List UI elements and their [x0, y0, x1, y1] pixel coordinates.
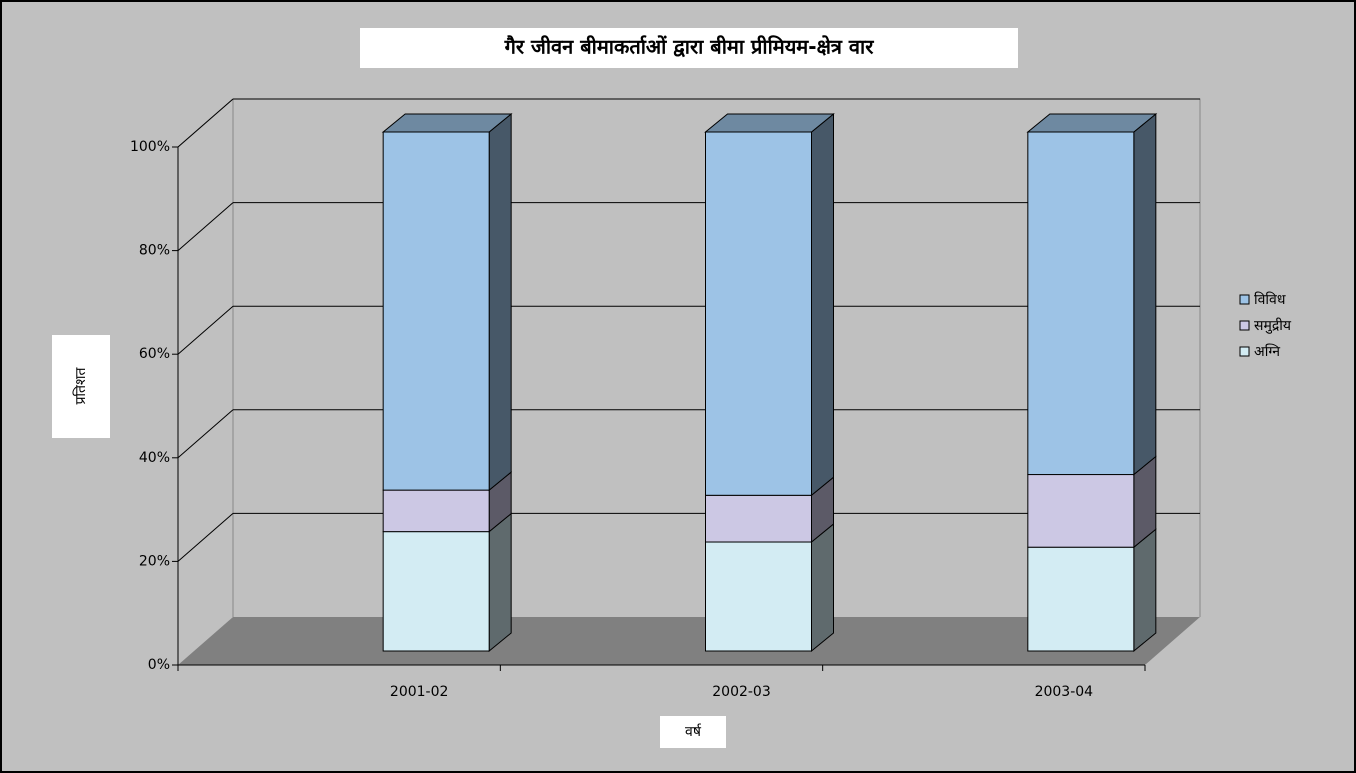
bar: [382, 131, 490, 491]
bar: [1027, 474, 1135, 548]
x-tick-label: 2003-04: [1035, 684, 1094, 700]
x-tick-label: 2002-03: [712, 684, 771, 700]
bar: [1027, 131, 1135, 476]
x-label-box: [660, 716, 726, 748]
bar: [705, 131, 812, 496]
bar-top: [1026, 113, 1158, 133]
grid-line: [177, 513, 234, 562]
legend-label: विविध: [1254, 291, 1286, 308]
y-tick-label: 100%: [130, 139, 170, 155]
title-box: [360, 28, 1018, 68]
bar-side: [811, 522, 834, 653]
y-axis-label: प्रतिशत: [72, 366, 89, 404]
legend-label: अग्नि: [1254, 343, 1280, 360]
bar-side: [488, 512, 512, 653]
bar-side: [488, 112, 512, 492]
y-label-box: [52, 335, 110, 438]
bar-side: [811, 112, 834, 497]
grid-line: [177, 202, 234, 251]
legend-swatch: [1239, 346, 1250, 357]
chart-title: गैर जीवन बीमाकर्ताओं द्वारा बीमा प्रीमिय…: [504, 35, 875, 59]
grid-line: [177, 305, 234, 355]
x-axis-label: वर्ष: [685, 723, 702, 740]
legend-swatch: [1239, 294, 1250, 305]
bar-top: [381, 113, 513, 133]
grid-line: [177, 409, 234, 459]
y-tick-label: 60%: [139, 346, 170, 362]
bar-side: [1133, 528, 1157, 653]
y-tick-label: 0%: [148, 657, 170, 673]
legend-swatch: [1239, 320, 1250, 331]
y-tick-label: 80%: [139, 243, 170, 259]
bar-top: [704, 113, 835, 133]
bar: [382, 489, 490, 533]
bar: [705, 494, 812, 543]
y-tick-label: 20%: [139, 553, 170, 569]
bar: [705, 541, 812, 652]
x-tick-label: 2001-02: [390, 684, 449, 700]
bar-side: [1133, 112, 1157, 476]
bar: [1027, 546, 1135, 652]
y-tick-label: 40%: [139, 450, 170, 466]
bar: [382, 531, 490, 652]
legend-label: समुद्रीय: [1254, 317, 1292, 334]
grid-line: [177, 98, 234, 148]
